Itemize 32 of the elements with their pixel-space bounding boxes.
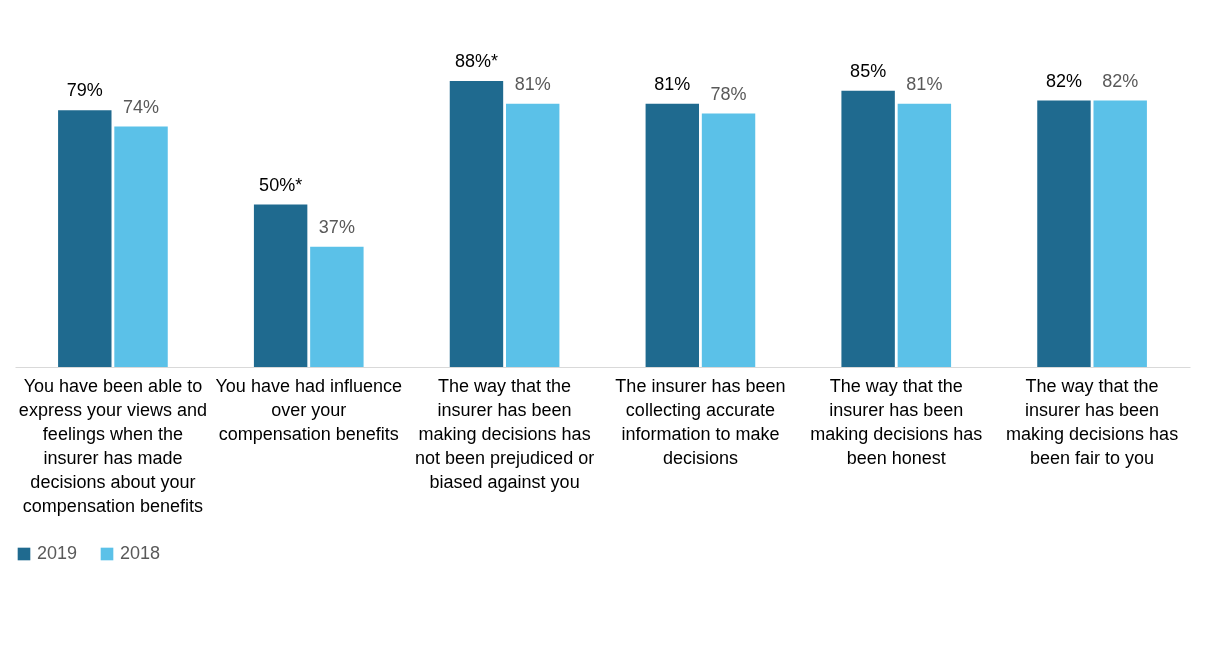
bar: [841, 90, 895, 367]
bar: [645, 103, 700, 367]
bar: [1037, 100, 1091, 367]
bar: [310, 246, 364, 367]
data-label: 78%: [710, 83, 747, 104]
data-label: 74%: [123, 96, 160, 117]
data-label: 79%: [66, 80, 103, 101]
data-label: 88%*: [454, 51, 498, 71]
data-label: 37%: [318, 216, 355, 237]
data-label: 81%: [654, 73, 691, 94]
x-tick-label: The insurer has been collecting accurate information to make decisions: [615, 375, 786, 468]
bar: [1093, 100, 1147, 367]
data-label: 85%: [850, 60, 887, 81]
x-tick-label: The way that the insurer has been making decisions has been honest: [810, 375, 983, 468]
bar: [897, 103, 952, 367]
bar: [114, 126, 168, 367]
x-tick-label: The way that the insurer has been making decisions has been fair to you: [1006, 375, 1179, 468]
x-tick-label: You have been able to express your views and feelings when the insurer has made decisions about your compensation benefits: [18, 375, 207, 516]
bar: [253, 204, 308, 367]
x-tick-label: You have had influence over your compensation benefits: [215, 375, 402, 444]
legend-label: 2018: [120, 543, 161, 563]
x-tick-label: The way that the insurer has been making decisions has not been prejudiced or biased against you: [415, 375, 595, 492]
data-label: 82%: [1102, 70, 1139, 91]
bar: [505, 103, 560, 367]
bar: [701, 113, 756, 367]
bar: [58, 110, 112, 367]
data-label: 50%*: [259, 174, 303, 195]
data-label: 82%: [1045, 70, 1082, 91]
bar: [449, 81, 504, 367]
data-label: 81%: [514, 73, 551, 94]
data-label: 81%: [906, 73, 943, 94]
legend-label: 2019: [37, 543, 78, 563]
